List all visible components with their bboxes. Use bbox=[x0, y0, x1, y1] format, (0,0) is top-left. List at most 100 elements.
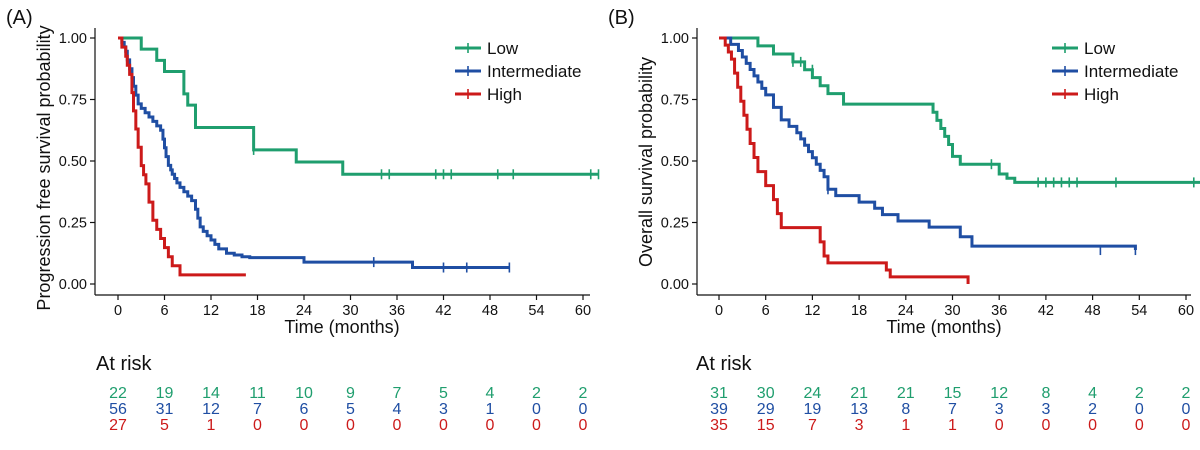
panel-a-at-risk-high-value: 5 bbox=[160, 417, 169, 434]
panel-a-at-risk-low-value: 14 bbox=[202, 385, 220, 402]
panel-b-at-risk-high-value: 0 bbox=[1041, 417, 1050, 434]
panel-b-at-risk-high-value: 0 bbox=[995, 417, 1004, 434]
panel-b-at-risk-intermediate-value: 8 bbox=[901, 401, 910, 418]
panel-a-legend-label-intermediate: Intermediate bbox=[487, 62, 582, 81]
panel-b-at-risk-intermediate-value: 39 bbox=[710, 401, 728, 418]
panel-b-at-risk-high-value: 0 bbox=[1182, 417, 1191, 434]
panel-a-x-tick-label: 54 bbox=[528, 303, 544, 319]
panel-a-x-tick-label: 18 bbox=[249, 303, 265, 319]
panel-a-x-tick-label: 42 bbox=[435, 303, 451, 319]
panel-a-at-risk-intermediate-value: 3 bbox=[439, 401, 448, 418]
panel-a-at-risk-intermediate-value: 7 bbox=[253, 401, 262, 418]
panel-b-at-risk-high-value: 1 bbox=[948, 417, 957, 434]
panel-a-at-risk-low-value: 7 bbox=[393, 385, 402, 402]
panel-b-at-risk-low-value: 12 bbox=[990, 385, 1008, 402]
panel-a-at-risk-high-value: 0 bbox=[532, 417, 541, 434]
panel-a-at-risk-high-value: 0 bbox=[439, 417, 448, 434]
panel-b-at-risk-intermediate-value: 19 bbox=[804, 401, 822, 418]
panel-b-at-risk-high-value: 7 bbox=[808, 417, 817, 434]
panel-b-at-risk-high-value: 35 bbox=[710, 417, 728, 434]
panel-b-at-risk-low-value: 31 bbox=[710, 385, 728, 402]
panel-b-x-tick-label: 36 bbox=[991, 303, 1007, 319]
panel-b-legend-label-low: Low bbox=[1084, 39, 1116, 58]
panel-b-y-tick-label: 0.75 bbox=[661, 93, 689, 109]
panel-a-at-risk-intermediate-value: 5 bbox=[346, 401, 355, 418]
panel-b-at-risk-intermediate-value: 0 bbox=[1135, 401, 1144, 418]
panel-b-x-tick-label: 12 bbox=[804, 303, 820, 319]
panel-b-x-axis-title: Time (months) bbox=[886, 317, 1001, 337]
panel-a-curve-low bbox=[118, 36, 599, 176]
panel-a-at-risk-low-value: 2 bbox=[532, 385, 541, 402]
panel-b-at-risk-intermediate-value: 0 bbox=[1182, 401, 1191, 418]
panel-b-at-risk-low-value: 21 bbox=[850, 385, 868, 402]
panel-a-legend-label-high: High bbox=[487, 85, 522, 104]
panel-b-y-axis-title: Overall survival probability bbox=[636, 57, 656, 267]
panel-b-at-risk-low-value: 2 bbox=[1182, 385, 1191, 402]
panel-b-at-risk-intermediate-value: 2 bbox=[1088, 401, 1097, 418]
panel-a-y-tick-label: 0.00 bbox=[59, 277, 87, 293]
panel-b-at-risk-low-value: 30 bbox=[757, 385, 775, 402]
panel-a-at-risk-intermediate-value: 56 bbox=[109, 401, 127, 418]
panel-b-curve-high bbox=[719, 36, 970, 284]
panel-a-x-tick-label: 0 bbox=[114, 303, 122, 319]
panel-a-at-risk-title: At risk bbox=[96, 353, 153, 375]
panel-a-at-risk-low-value: 4 bbox=[486, 385, 495, 402]
panel-b-at-risk-high-value: 1 bbox=[901, 417, 910, 434]
panel-a-at-risk-low-value: 11 bbox=[249, 385, 266, 402]
panel-a-at-risk-high-value: 0 bbox=[486, 417, 495, 434]
panel-b-at-risk-title: At risk bbox=[696, 353, 753, 375]
panel-a-x-tick-label: 12 bbox=[203, 303, 219, 319]
panel-a-curve-high bbox=[118, 36, 246, 277]
panel-a-at-risk-intermediate-value: 0 bbox=[532, 401, 541, 418]
panel-b-x-tick-label: 0 bbox=[715, 303, 723, 319]
panel-a-plot: 0 6 12 18 24 30 36 42 48 54 600.000.250.500.751.00… bbox=[59, 28, 600, 434]
panel-b-x-tick-label: 6 bbox=[762, 303, 770, 319]
panel-a-x-tick-label: 30 bbox=[342, 303, 358, 319]
panel-b-x-tick-label: 60 bbox=[1178, 303, 1194, 319]
panel-b-x-tick-label: 30 bbox=[944, 303, 960, 319]
panel-b-y-tick-label: 0.25 bbox=[661, 216, 689, 232]
panel-b-at-risk-low-value: 15 bbox=[944, 385, 962, 402]
panel-a-at-risk-low-value: 9 bbox=[346, 385, 355, 402]
panel-a-at-risk-high-value: 1 bbox=[207, 417, 216, 434]
panel-a-y-axis-title: Progression free survival probability bbox=[34, 25, 54, 310]
panel-a-y-tick-label: 1.00 bbox=[59, 31, 87, 47]
panel-a-y-tick-label: 0.50 bbox=[59, 154, 87, 170]
panel-b-at-risk-low-value: 8 bbox=[1041, 385, 1050, 402]
panel-a-at-risk-low-value: 10 bbox=[295, 385, 313, 402]
panel-b-at-risk-low-value: 24 bbox=[804, 385, 822, 402]
panel-a-at-risk-intermediate-value: 4 bbox=[393, 401, 402, 418]
panel-b-curve-intermediate bbox=[719, 36, 1137, 251]
panel-b-at-risk-low-value: 21 bbox=[897, 385, 915, 402]
panel-b-at-risk-high-value: 0 bbox=[1135, 417, 1144, 434]
panel-b-x-tick-label: 42 bbox=[1038, 303, 1054, 319]
panel-a-at-risk-high-value: 0 bbox=[579, 417, 588, 434]
panel-a-at-risk-intermediate-value: 12 bbox=[202, 401, 220, 418]
panel-a-at-risk-intermediate-value: 0 bbox=[579, 401, 588, 418]
panel-a-x-tick-label: 36 bbox=[389, 303, 405, 319]
panel-a-at-risk-high-value: 0 bbox=[393, 417, 402, 434]
panel-b-at-risk-low-value: 4 bbox=[1088, 385, 1097, 402]
panel-b-x-tick-label: 18 bbox=[851, 303, 867, 319]
panel-a-at-risk-high-value: 0 bbox=[300, 417, 309, 434]
panel-a-at-risk-intermediate-value: 31 bbox=[156, 401, 174, 418]
panel-b-y-tick-label: 0.50 bbox=[661, 154, 689, 170]
panel-a-label: (A) bbox=[6, 7, 33, 29]
panel-a-at-risk-low-value: 5 bbox=[439, 385, 448, 402]
panel-b-at-risk-intermediate-value: 7 bbox=[948, 401, 957, 418]
panel-b-plot: 0 6 12 18 24 30 36 42 48 54 600.000.250.500.751.00… bbox=[661, 28, 1200, 434]
panel-b-x-tick-label: 24 bbox=[898, 303, 914, 319]
panel-b-at-risk-high-value: 0 bbox=[1088, 417, 1097, 434]
panel-b-at-risk-intermediate-value: 29 bbox=[757, 401, 775, 418]
panel-a-at-risk-high-value: 27 bbox=[109, 417, 127, 434]
panel-a-at-risk-intermediate-value: 1 bbox=[486, 401, 495, 418]
panel-a-at-risk-low-value: 19 bbox=[156, 385, 174, 402]
panel-b-label: (B) bbox=[608, 7, 635, 29]
panel-b-legend-label-intermediate: Intermediate bbox=[1084, 62, 1179, 81]
panel-a-legend-label-low: Low bbox=[487, 39, 519, 58]
panel-a-at-risk-low-value: 22 bbox=[109, 385, 127, 402]
panel-a-at-risk-high-value: 0 bbox=[346, 417, 355, 434]
panel-a-at-risk-high-value: 0 bbox=[253, 417, 262, 434]
panel-b-curve-low bbox=[719, 36, 1200, 184]
